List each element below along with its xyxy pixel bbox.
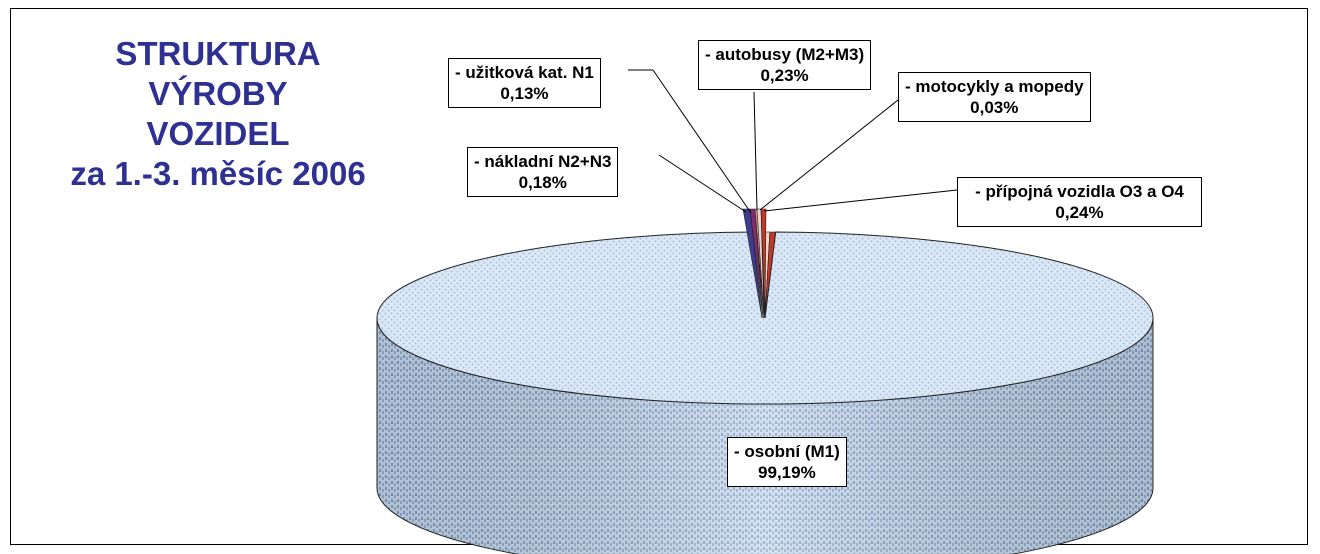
pie-slice-bus: [756, 208, 765, 319]
slice-label-m1: - osobní (M1) 99,19%: [727, 437, 847, 487]
pie-slice-trailer: [760, 208, 767, 319]
slice-value: 0,24%: [1055, 203, 1104, 222]
slice-label-bus: - autobusy (M2+M3) 0,23%: [698, 40, 872, 90]
title-line: STRUKTURA: [115, 35, 321, 72]
title-line: za 1.-3. měsíc 2006: [70, 155, 366, 192]
slice-name: - motocykly a mopedy: [905, 77, 1084, 96]
slice-name: - užitková kat. N1: [455, 63, 594, 82]
slice-label-moto: - motocykly a mopedy 0,03%: [898, 72, 1091, 122]
slice-name: - autobusy (M2+M3): [705, 45, 865, 64]
leader-bus: [753, 91, 758, 211]
pie-side-shade: [377, 318, 1153, 554]
slice-name: - osobní (M1): [734, 442, 840, 461]
slice-value: 0,13%: [500, 84, 549, 103]
slice-value: 0,23%: [760, 66, 809, 85]
slice-value: 99,19%: [758, 463, 816, 482]
pie-slice-n2n3: [742, 208, 763, 319]
slice-label-n2n3: - nákladní N2+N3 0,18%: [467, 147, 619, 197]
chart-title: STRUKTURA VÝROBY VOZIDEL za 1.-3. měsíc …: [28, 34, 408, 194]
leader-n2n3: [658, 154, 747, 213]
leader-n1: [652, 69, 752, 214]
leader-moto: [759, 99, 899, 211]
slice-name: - nákladní N2+N3: [474, 152, 612, 171]
slice-value: 0,18%: [518, 173, 567, 192]
slice-value: 0,03%: [970, 98, 1019, 117]
title-line: VOZIDEL: [146, 115, 290, 152]
leader-trailer: [763, 189, 958, 212]
pie-slice-n1: [749, 208, 764, 319]
pie-slice: [376, 231, 1154, 405]
slice-label-n1: - užitková kat. N1 0,13%: [448, 58, 601, 108]
slice-label-trailer: - přípojná vozidla O3 a O4 0,24%: [957, 177, 1202, 227]
slice-name: - přípojná vozidla O3 a O4: [975, 182, 1184, 201]
title-line: VÝROBY: [148, 75, 288, 112]
